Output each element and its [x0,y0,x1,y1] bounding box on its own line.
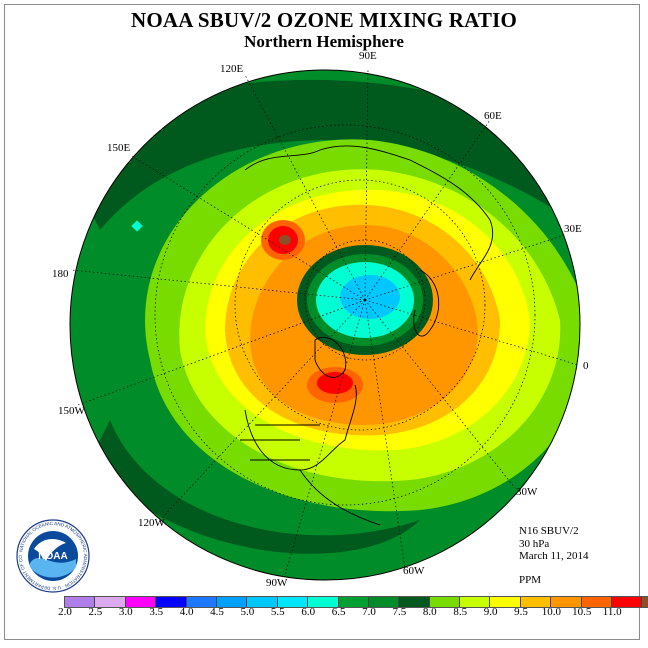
instrument-label: N16 SBUV/2 [519,525,579,537]
colorbar-tick-label: 3.5 [149,606,164,618]
lon-label-0: 0 [583,360,589,372]
colorbar-tick-label: 9.0 [483,606,498,618]
colorbar-tick-label: 5.0 [240,606,255,618]
colorbar-swatch [581,597,613,607]
colorbar-swatch [95,597,126,607]
lon-label-150e: 150E [107,142,131,154]
colorbar-swatch [612,597,643,607]
lon-label-120w: 120W [138,517,165,529]
graticule [71,67,579,576]
colorbar-swatch [156,597,187,607]
colorbar-swatch [247,597,278,607]
logo-noaa-text: NOAA [38,551,67,562]
map-title: NOAA SBUV/2 OZONE MIXING RATIO [131,8,517,32]
colorbar-swatch [520,597,552,607]
date-label: March 11, 2014 [519,550,589,562]
noaa-logo: NOAA NATIONAL OCEANIC AND ATMOSPHERIC AD… [16,519,90,593]
lon-label-150w: 150W [58,405,85,417]
colorbar [64,596,648,608]
colorbar-tick-label: 2.0 [58,606,72,618]
colorbar-swatch [551,597,582,607]
figure-frame [4,4,640,640]
colorbar-tick-label: 2.5 [88,606,103,618]
colorbar-swatch [338,597,369,607]
units-label: PPM [519,574,542,586]
colorbar-tick-label: 10.5 [572,606,592,618]
colorbar-tick-label: 3.0 [118,606,133,618]
coastlines [240,145,494,526]
colorbar-swatch [490,597,521,607]
colorbar-tick-label: 5.5 [270,606,285,618]
colorbar-swatch [125,597,157,607]
colorbar-swatch [186,597,217,607]
min-diamond [131,220,143,232]
colorbar-tick-label: 8.0 [422,606,437,618]
ozone-band-dark [70,79,580,240]
colorbar-swatch [308,597,339,607]
max-canada [317,372,353,394]
colorbar-tick-label: 9.5 [514,606,528,618]
colorbar-swatch [216,597,248,607]
colorbar-tick-label: 4.0 [179,606,194,618]
vortex-core [340,275,400,319]
colorbar-swatch [460,597,491,607]
colorbar-swatch [642,597,648,607]
lon-label-60e: 60E [484,110,502,122]
max-siberia-core [279,235,291,245]
pressure-level-label: 30 hPa [519,537,550,550]
colorbar-tick-label: 4.5 [210,606,224,618]
info-block: N16 SBUV/2 30 hPa March 11, 2014 [519,525,589,563]
colorbar-tick-label: 7.0 [362,606,376,618]
ozone-field [70,70,580,580]
lon-label-120e: 120E [220,63,244,75]
colorbar-tick-label: 8.5 [453,606,468,618]
lon-label-90e: 90E [359,50,377,62]
lon-label-60w: 60W [403,565,425,577]
lon-label-30e: 30E [564,223,582,235]
map-subtitle: Northern Hemisphere [244,32,404,51]
lon-label-180: 180 [52,268,69,280]
lon-label-30w: 30W [516,486,538,498]
colorbar-tick-label: 6.5 [331,606,346,618]
colorbar-tick-label: 6.0 [301,606,316,618]
colorbar-swatch [65,597,96,607]
colorbar-swatch [368,597,400,607]
colorbar-tick-label: 7.5 [392,606,407,618]
colorbar-tick-label: 11.0 [602,606,622,618]
colorbar-swatch [277,597,309,607]
colorbar-ticks: 2.0 2.5 3.0 3.5 4.0 4.5 5.0 5.5 6.0 6.5 7.0 7.5 8.0 8… [0,606,648,620]
colorbar-swatch [429,597,461,607]
colorbar-swatch [399,597,430,607]
lon-label-90w: 90W [266,577,288,589]
map-border [69,69,581,581]
ozone-band-dark-2 [90,420,420,554]
colorbar-tick-label: 10.0 [541,606,562,618]
